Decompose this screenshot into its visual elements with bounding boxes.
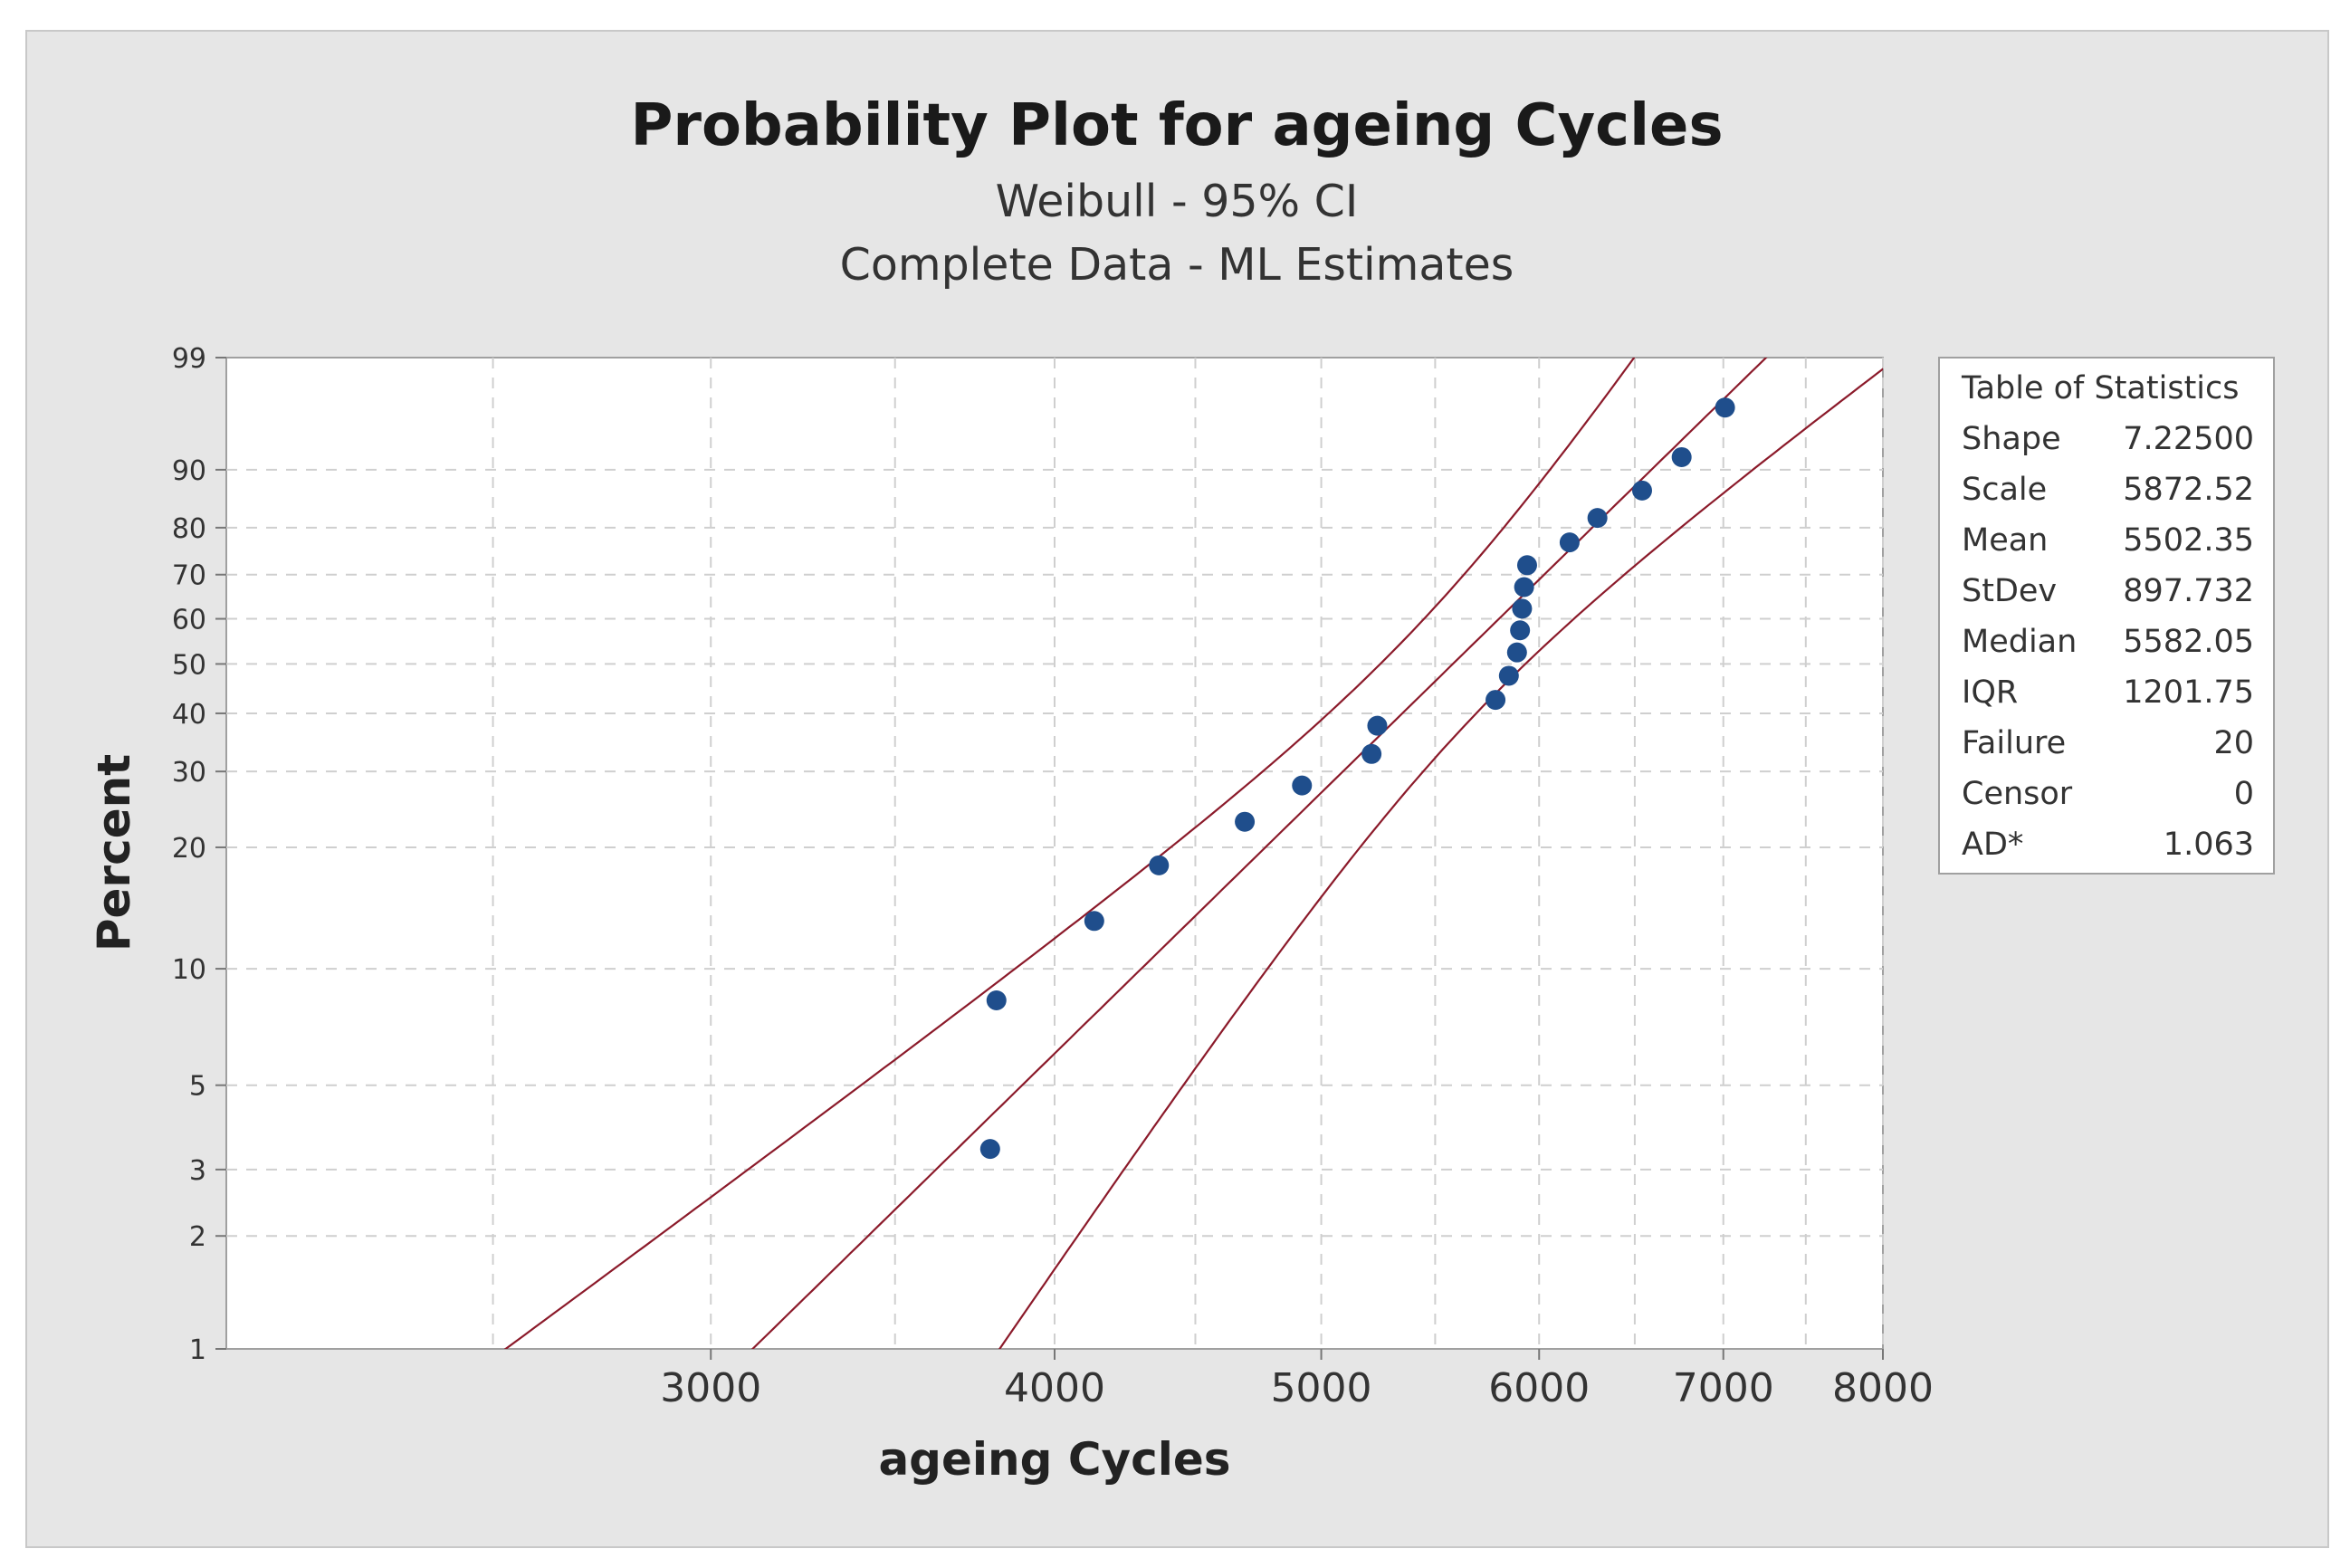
y-tick-label: 20 [172, 833, 206, 865]
statistics-value: 5582.05 [2123, 624, 2254, 660]
fitted-line [750, 358, 1768, 1349]
statistics-label: StDev [1962, 573, 2057, 609]
data-point [1485, 690, 1506, 711]
chart-subtitle-method: Complete Data - ML Estimates [840, 239, 1514, 291]
data-point [1512, 598, 1533, 619]
y-tick-label: 80 [172, 513, 206, 545]
statistics-value: 7.22500 [2123, 421, 2254, 457]
statistics-value: 0 [2234, 776, 2254, 812]
statistics-table-rows: Shape 7.22500 Scale 5872.52 Mean 5502.35 StDev… [1962, 421, 2254, 863]
y-axis-label: Percent [88, 754, 140, 951]
data-point [1367, 715, 1388, 736]
y-tick-label: 40 [172, 699, 206, 731]
data-point [1671, 446, 1692, 467]
lower-ci-band [998, 368, 1883, 1349]
data-point [1292, 775, 1313, 796]
y-tick-label: 60 [172, 605, 206, 636]
statistics-label: Shape [1962, 421, 2061, 457]
statistics-value: 1.063 [2164, 827, 2254, 863]
y-tick-label: 50 [172, 649, 206, 681]
statistics-label: Failure [1962, 725, 2066, 761]
x-tick-label: 7000 [1673, 1365, 1774, 1411]
data-point [1632, 480, 1653, 501]
data-point [1235, 811, 1256, 832]
x-tick-label: 8000 [1832, 1365, 1934, 1411]
data-point [1510, 620, 1531, 641]
statistics-table: Table of Statistics Shape 7.22500 Scale 587… [1938, 357, 2275, 875]
y-tick-label: 3 [189, 1155, 206, 1187]
axis-ticks: 3000 4000 5000 6000 7000 8000 1 2 3 5 10 20 30 40 50 60… [172, 343, 1934, 1411]
x-axis-label: ageing Cycles [878, 1433, 1230, 1486]
confidence-bands [503, 358, 1883, 1349]
y-tick-label: 5 [189, 1071, 206, 1103]
statistics-value: 5872.52 [2123, 472, 2254, 508]
data-point [1498, 665, 1519, 686]
data-point [1715, 397, 1735, 418]
data-point [1506, 642, 1527, 663]
y-tick-label: 99 [172, 343, 206, 375]
data-point [1559, 532, 1580, 553]
statistics-label: Median [1962, 624, 2077, 660]
data-point [1361, 743, 1382, 764]
y-tick-label: 2 [189, 1221, 206, 1253]
statistics-table-title: Table of Statistics [1961, 370, 2240, 406]
y-tick-label: 90 [172, 455, 206, 487]
data-point [1587, 508, 1608, 529]
y-tick-label: 1 [189, 1334, 206, 1366]
data-point [1516, 555, 1537, 576]
upper-ci-band [503, 358, 1636, 1349]
gridlines [226, 358, 1884, 1349]
statistics-value: 5502.35 [2123, 522, 2254, 559]
statistics-value: 897.732 [2123, 573, 2254, 609]
statistics-value: 1201.75 [2123, 674, 2254, 711]
statistics-label: Mean [1962, 522, 2048, 559]
statistics-label: AD* [1962, 827, 2023, 863]
y-tick-label: 30 [172, 757, 206, 789]
y-tick-label: 10 [172, 954, 206, 986]
statistics-label: IQR [1962, 674, 2018, 711]
data-point [1514, 577, 1534, 598]
data-point [979, 1139, 1000, 1160]
statistics-value: 20 [2213, 725, 2254, 761]
chart-subtitle-distribution: Weibull - 95% CI [996, 176, 1359, 227]
chart-title: Probability Plot for ageing Cycles [630, 92, 1723, 159]
x-tick-label: 4000 [1004, 1365, 1105, 1411]
data-point [1084, 911, 1104, 932]
data-point [986, 990, 1007, 1011]
statistics-label: Scale [1962, 472, 2047, 508]
statistics-label: Censor [1962, 776, 2073, 812]
x-tick-label: 6000 [1488, 1365, 1590, 1411]
statistics-table-box [1938, 357, 2275, 875]
x-tick-label: 3000 [660, 1365, 761, 1411]
data-points [979, 397, 1735, 1160]
y-tick-label: 70 [172, 560, 206, 592]
x-tick-label: 5000 [1271, 1365, 1372, 1411]
data-point [1149, 855, 1170, 875]
